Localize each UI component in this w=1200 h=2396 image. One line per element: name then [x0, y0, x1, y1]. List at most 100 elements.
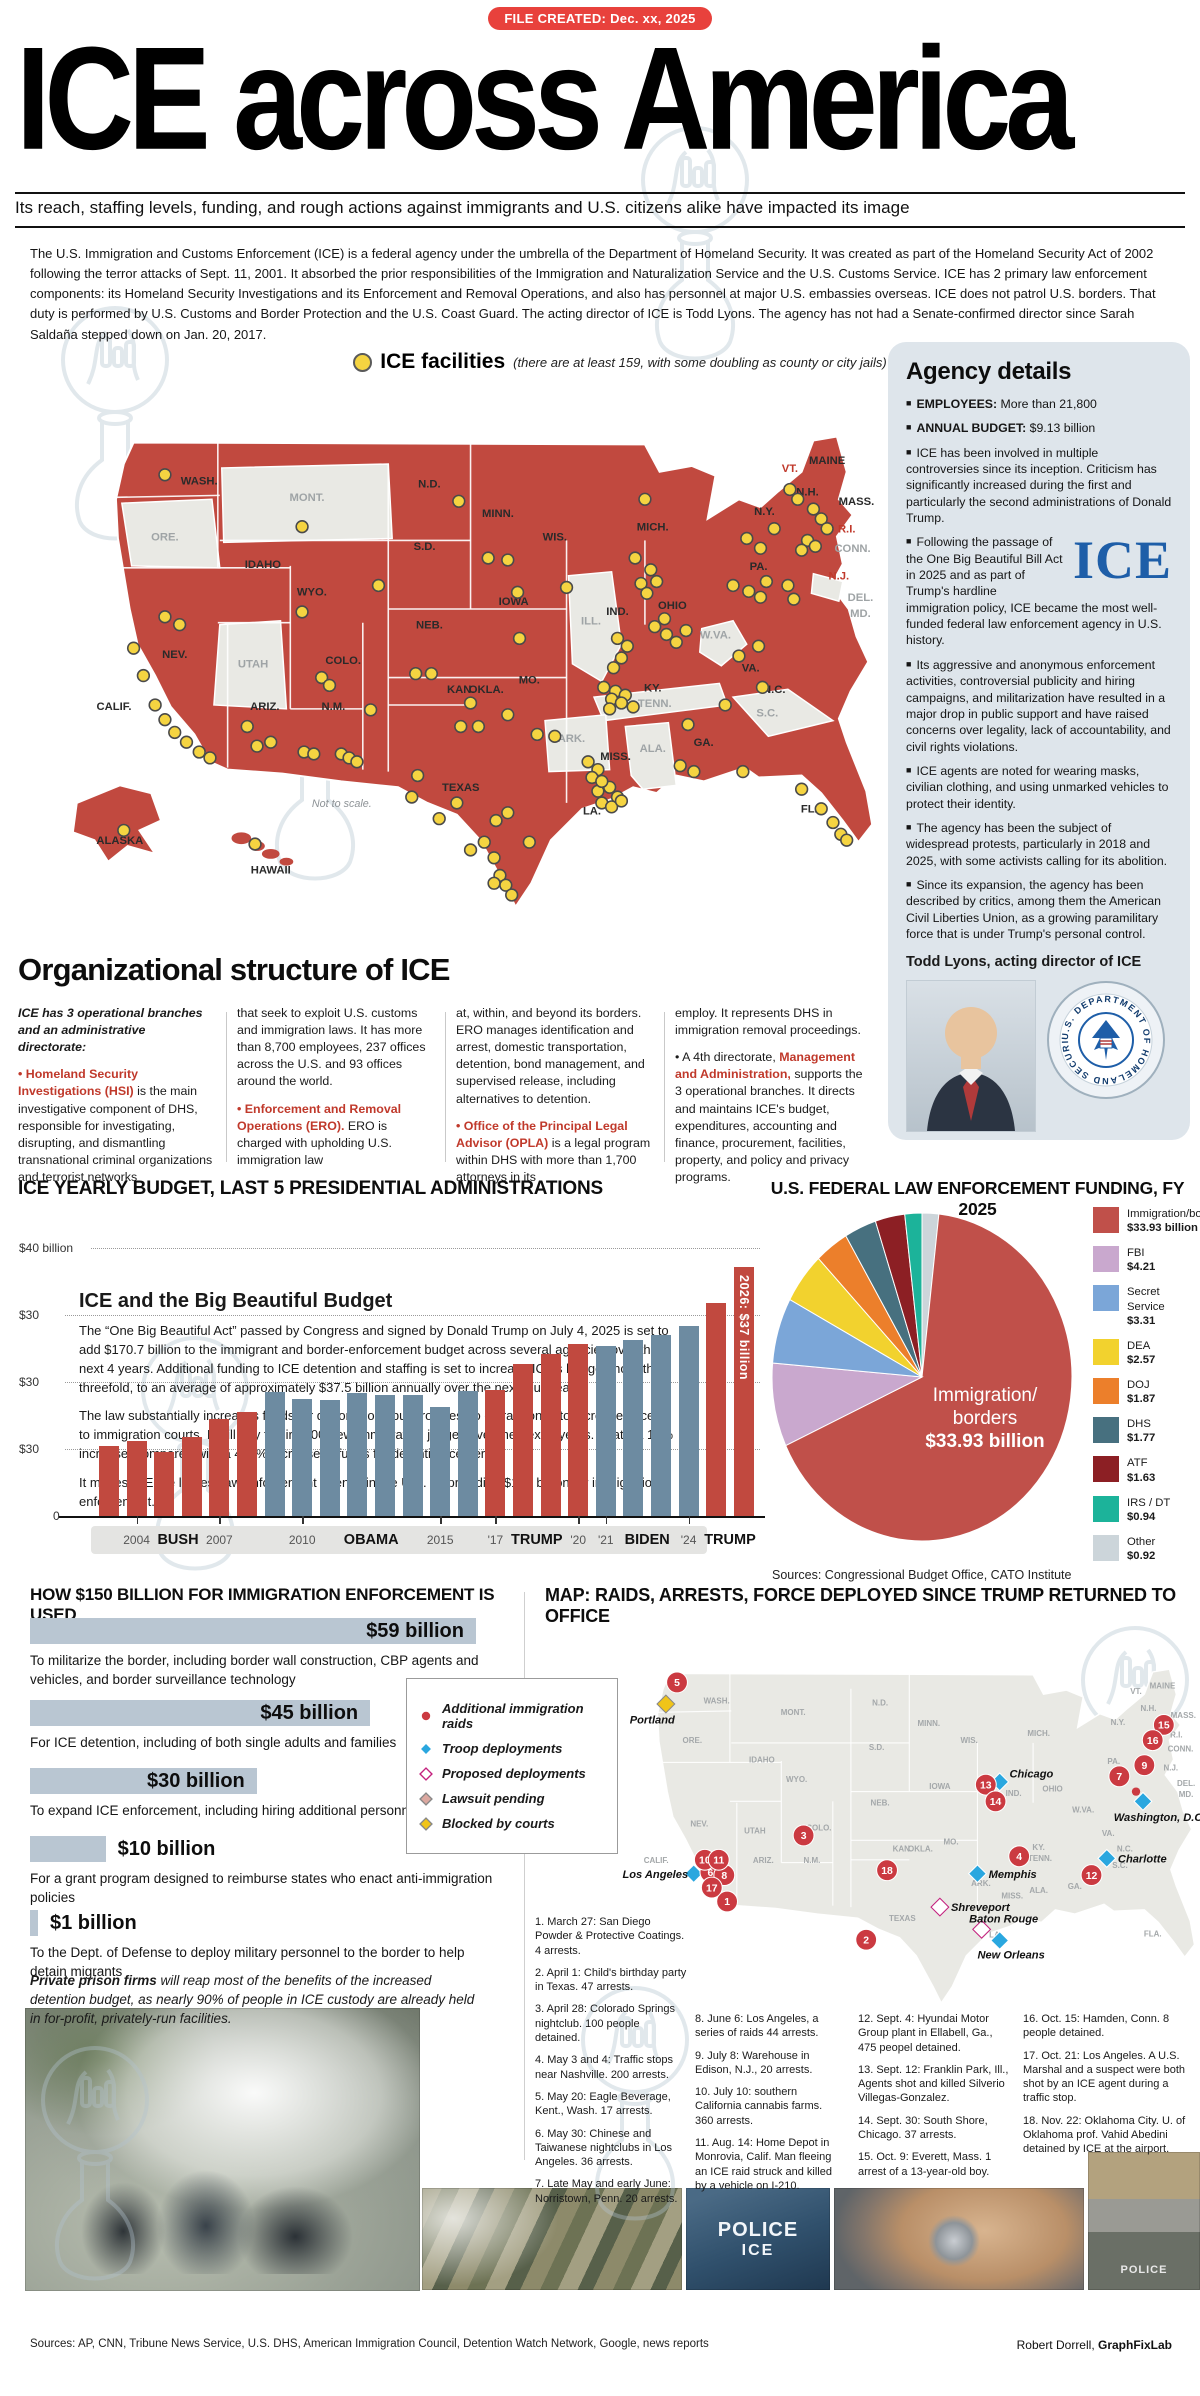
raids-legend-item: Additional immigration raids [419, 1701, 605, 1731]
photo-soldiers-protester [422, 2188, 682, 2290]
facility-dot [614, 794, 629, 808]
raids-legend-label: Proposed deployments [442, 1766, 586, 1781]
facility-dot [626, 700, 640, 714]
state-label: HAWAII [251, 864, 291, 876]
axis-tick [688, 1516, 691, 1524]
facility-dot [791, 492, 805, 506]
facility-dot-icon [353, 352, 373, 372]
budget-bar [485, 1390, 506, 1516]
state-label: ALA. [640, 743, 666, 755]
blocked-icon [419, 1816, 433, 1831]
legend-swatch [1093, 1417, 1119, 1444]
budget-bar [99, 1446, 119, 1516]
troop-icon [419, 1741, 433, 1756]
facility-dot [240, 719, 254, 734]
budget-y-label: $30 [19, 1442, 40, 1456]
agency-bullet: ■ ICE has been involved in multiple contr… [906, 445, 1172, 526]
raids-legend-item: Proposed deployments [419, 1766, 605, 1781]
era-band [91, 1526, 265, 1554]
city-label: New Orleans [977, 1950, 1044, 1962]
state-label: MASS. [1171, 1711, 1196, 1720]
raid-list-item: 18. Nov. 22: Oklahoma City. U. of Oklaho… [1023, 2114, 1186, 2156]
facility-dot [648, 619, 662, 634]
svg-text:18: 18 [881, 1866, 893, 1877]
budget-bar [678, 1325, 699, 1516]
svg-text:16: 16 [1147, 1736, 1159, 1747]
svg-text:11: 11 [713, 1856, 724, 1867]
facility-dot [614, 696, 629, 710]
state-label: COLO. [806, 1824, 831, 1833]
photo-handcuffs [834, 2188, 1084, 2290]
state-label: PA. [750, 561, 768, 573]
facility-dot [604, 800, 619, 814]
file-created-text: FILE CREATED: Dec. xx, 2025 [488, 7, 712, 30]
usage-bar-desc: For a grant program designed to reimburs… [30, 1871, 493, 1905]
svg-text:4: 4 [1016, 1852, 1022, 1863]
svg-text:13: 13 [980, 1780, 992, 1791]
year-label: 2004 [123, 1533, 150, 1547]
raid-marker-7: 7 [1108, 1765, 1131, 1788]
facility-dot [314, 670, 329, 685]
facility-dot [783, 482, 797, 497]
state-label: MISS. [1001, 1892, 1023, 1901]
proposed-icon [419, 1766, 433, 1781]
inset-title: ICE and the Big Beautiful Budget [79, 1290, 393, 1312]
agency-bullet: ICE ■ Following the passage of the One Big… [906, 530, 1172, 648]
state-label: MAINE [809, 455, 846, 467]
facility-dot [759, 574, 774, 589]
state-label: ALASKA [96, 835, 143, 847]
ice-wordmark: ICE [1072, 530, 1172, 591]
usage-bar [30, 1700, 371, 1726]
facility-dot [610, 631, 625, 646]
facility-dot [489, 813, 503, 828]
jacket-text-police: POLICE [717, 2218, 799, 2241]
agency-bullet: ■ The agency has been the subject of wide… [906, 820, 1168, 868]
facility-dot [192, 745, 206, 759]
raid-marker-1: 1 [716, 1890, 739, 1913]
state-label: S.D. [869, 1743, 885, 1752]
facility-dot [751, 639, 766, 653]
budget-y-label: $40 billion [19, 1241, 74, 1255]
facility-dot [820, 521, 834, 536]
legend-text: DEA $2.57 [1127, 1339, 1156, 1366]
raids-map-title: MAP: RAIDS, ARRESTS, FORCE DEPLOYED SINC… [545, 1585, 1176, 1626]
state-label: VA. [1102, 1829, 1115, 1838]
raids-legend: Additional immigration raids Troop deploy… [406, 1678, 618, 1854]
org-paragraph: employ. It represents DHS in immigration… [675, 1006, 861, 1038]
budget-bar [292, 1399, 313, 1516]
facility-dot [673, 759, 687, 773]
deployment-marker [1133, 1791, 1153, 1811]
facilities-legend-note: (there are at least 159, with some doubl… [513, 354, 887, 370]
agency-photos: U.S. DEPARTMENT OF HOMELAND SECURITY [906, 980, 1172, 1133]
state-label: N.Y. [1111, 1718, 1126, 1727]
vest-text: POLICE [1120, 2264, 1168, 2276]
raids-legend-label: Additional immigration raids [442, 1701, 584, 1731]
era-band [477, 1526, 597, 1554]
era-band [587, 1526, 707, 1554]
big-bar-label: 2026: $37 billion [736, 1274, 751, 1380]
facility-dot [501, 806, 515, 820]
facility-dot [295, 605, 309, 619]
budget-bar [237, 1412, 257, 1516]
private-prison-note: Private prison firms will reap most of t… [30, 1973, 475, 2026]
state-label: OHIO [1042, 1785, 1062, 1794]
legend-text: FBI $4.21 [1127, 1247, 1156, 1274]
facility-dot [172, 617, 187, 632]
square-bullet-icon: ■ [906, 658, 912, 669]
facility-dot [808, 539, 823, 553]
svg-text:1: 1 [724, 1897, 730, 1908]
raid-marker-2: 2 [855, 1928, 878, 1951]
director-caption: Todd Lyons, acting director of ICE [906, 954, 1142, 971]
axis-tick [136, 1516, 139, 1524]
state-label: ARIZ. [753, 1856, 774, 1865]
axis-tick [578, 1516, 580, 1524]
org-paragraph: • Office of the Principal Legal Advisor … [456, 1118, 651, 1184]
state-label: CONN. [1168, 1744, 1194, 1753]
facility-dot [295, 520, 309, 534]
raid-list-item: 12. Sept. 4: Hyundai Motor Group plant i… [858, 2013, 993, 2054]
axis-tick [440, 1516, 442, 1524]
square-bullet-icon: ■ [906, 764, 912, 775]
facility-dot [158, 713, 172, 727]
state-label: R.I. [838, 524, 856, 536]
